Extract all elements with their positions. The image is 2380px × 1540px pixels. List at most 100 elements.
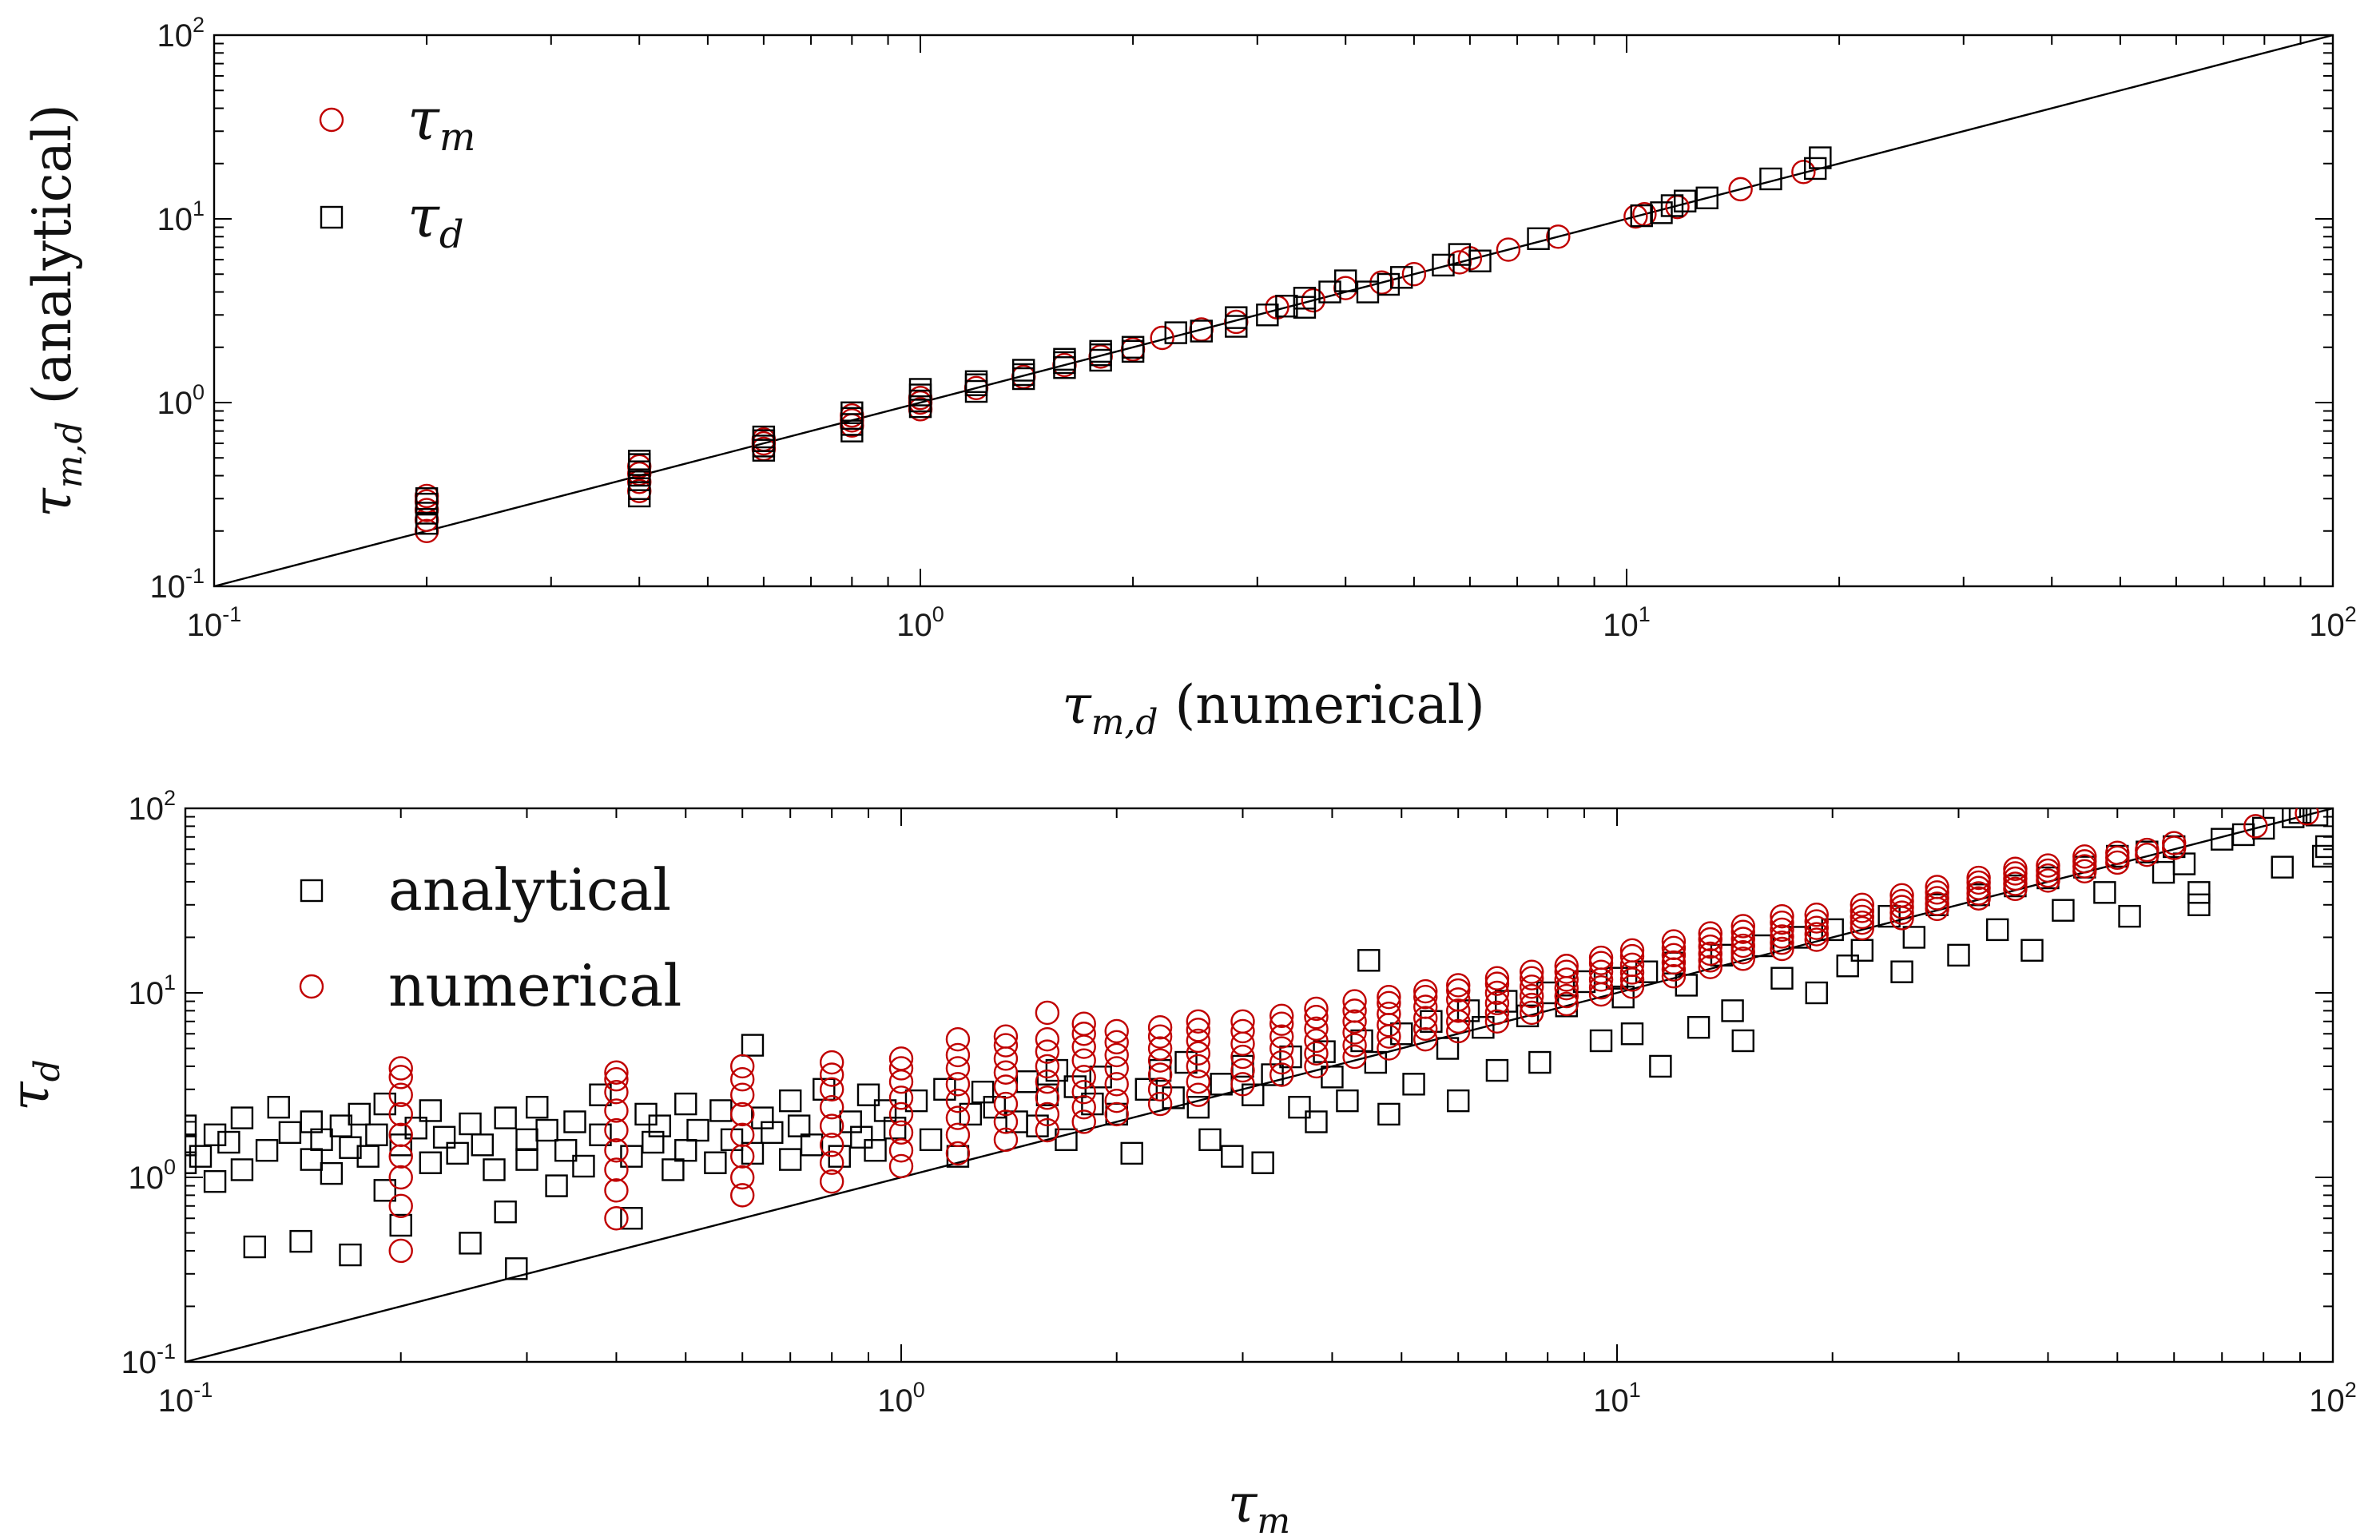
square-point <box>217 1130 240 1154</box>
square-point <box>1190 320 1213 343</box>
square-point <box>1011 359 1035 382</box>
circle-point <box>1850 892 1875 917</box>
square-point <box>704 1151 727 1174</box>
circle-point <box>1588 951 1614 975</box>
circle-point <box>2072 849 2097 874</box>
circle-point <box>1342 1044 1367 1070</box>
circle-point <box>730 1165 755 1190</box>
legend-marker <box>319 107 344 133</box>
circle-point <box>819 1133 844 1157</box>
square-point <box>1436 1037 1460 1060</box>
circle-point <box>1446 1018 1471 1044</box>
circle-point <box>1186 1041 1211 1066</box>
square-point <box>1174 1050 1198 1074</box>
circle-point <box>1925 880 1949 905</box>
circle-point <box>1966 875 1991 900</box>
circle-point <box>388 1065 413 1090</box>
square-point <box>1377 272 1401 296</box>
circle-point <box>1770 917 1794 943</box>
circle-point <box>1850 899 1875 923</box>
circle-point <box>1484 990 1510 1016</box>
square-point <box>1198 1128 1222 1152</box>
circle-point <box>1661 943 1687 968</box>
circle-point <box>1104 1072 1129 1097</box>
circle-point <box>1619 943 1645 969</box>
circle-point <box>1104 1018 1129 1044</box>
square-point <box>883 1117 907 1140</box>
square-point <box>741 1034 765 1057</box>
circle-point <box>604 1138 629 1163</box>
square-point <box>1089 339 1112 363</box>
circle-point <box>1520 966 1544 990</box>
square-point <box>389 1213 412 1237</box>
square-point <box>1675 974 1699 997</box>
square-point <box>642 1130 665 1154</box>
circle-point <box>1147 1048 1173 1073</box>
square-point <box>1809 146 1832 169</box>
square-point <box>1589 1029 1613 1053</box>
circle-point <box>1925 886 1949 911</box>
circle-point <box>1850 915 1875 941</box>
circle-point <box>604 1178 629 1203</box>
square-point <box>1251 1151 1274 1174</box>
square-point <box>1468 249 1492 272</box>
circle-point <box>730 1183 755 1208</box>
circle-point <box>1588 975 1614 1000</box>
circle-point <box>1413 1006 1438 1030</box>
circle-point <box>1342 989 1367 1014</box>
x-tick-label: 10-1 <box>158 1378 213 1419</box>
circle-point <box>819 1077 844 1101</box>
square-point <box>1063 1075 1087 1098</box>
square-point <box>1770 966 1794 990</box>
circle-point <box>993 1109 1019 1134</box>
circle-point <box>388 1238 413 1264</box>
circle-point <box>1850 910 1875 935</box>
square-point <box>787 1114 811 1137</box>
square-point <box>752 425 776 449</box>
square-point <box>459 1232 482 1255</box>
circle-point <box>1804 915 1829 940</box>
square-point <box>483 1158 506 1181</box>
legend-marker <box>300 879 324 903</box>
circle-point <box>2003 866 2028 891</box>
circle-point <box>819 1050 844 1075</box>
circle-point <box>1484 971 1510 996</box>
circle-point <box>1035 1054 1060 1079</box>
circle-point <box>1071 1079 1096 1105</box>
circle-point <box>1520 959 1544 984</box>
circle-point <box>1230 1044 1255 1070</box>
circle-point <box>1770 910 1794 935</box>
axis-ticks <box>213 35 2333 587</box>
square-point <box>1649 1054 1672 1078</box>
square-point <box>432 1125 456 1149</box>
circle-point <box>945 1105 971 1130</box>
square-point <box>850 1125 873 1149</box>
square-point <box>289 1229 312 1253</box>
circle-point <box>2162 831 2187 855</box>
circle-point <box>888 1153 914 1179</box>
y-tick-label: 100 <box>157 380 205 421</box>
circle-point <box>1035 1070 1060 1094</box>
circle-point <box>1966 881 1991 906</box>
circle-point <box>1446 998 1471 1023</box>
circle-point <box>1186 1028 1211 1054</box>
legend-label: analytical <box>388 856 671 923</box>
square-point <box>628 450 651 473</box>
circle-point <box>1342 1009 1367 1034</box>
square-point <box>2020 939 2044 962</box>
square-point <box>1015 1070 1039 1093</box>
square-point <box>2311 844 2333 868</box>
square-point <box>320 1161 344 1185</box>
circle-point <box>604 1206 629 1231</box>
square-point <box>446 1141 469 1165</box>
y-axis-label: τm,d (analytical) <box>22 104 90 518</box>
circle-point <box>1554 954 1579 978</box>
circle-point <box>993 1060 1019 1085</box>
x-axis-label: τm <box>1228 1473 1290 1540</box>
circle-point <box>888 1056 914 1081</box>
circle-point <box>1413 984 1438 1010</box>
square-point <box>1721 999 1744 1022</box>
square-point <box>1164 321 1187 344</box>
circle-point <box>945 1141 971 1166</box>
square-point <box>1186 1095 1210 1119</box>
